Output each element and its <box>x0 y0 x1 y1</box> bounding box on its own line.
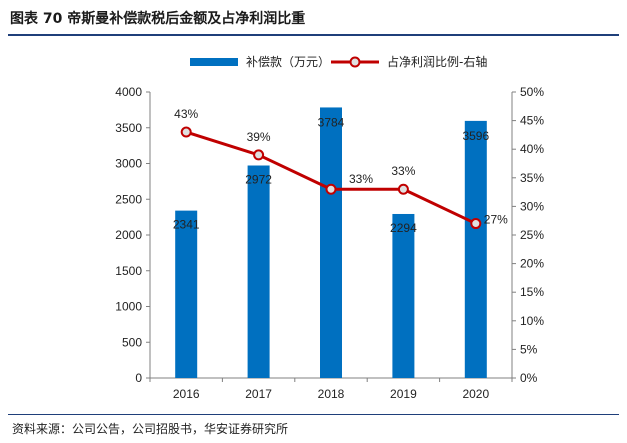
right-tick-label: 0% <box>520 371 538 385</box>
x-tick-label: 2019 <box>390 387 417 401</box>
title-divider <box>8 34 619 36</box>
ratio-point <box>470 218 482 230</box>
legend-bar-label: 补偿款（万元） <box>246 54 330 69</box>
right-tick-label: 35% <box>520 171 544 185</box>
ratio-data-label: 27% <box>484 213 508 227</box>
left-tick-label: 2500 <box>115 192 142 206</box>
footer-divider <box>8 414 619 415</box>
left-tick-label: 500 <box>122 335 142 349</box>
bar <box>464 120 487 379</box>
left-tick-label: 1000 <box>115 300 142 314</box>
ratio-data-label: 39% <box>247 130 271 144</box>
ratio-data-label: 43% <box>174 107 198 121</box>
bar-data-label: 3596 <box>462 129 489 143</box>
legend-line-marker <box>349 56 361 68</box>
ratio-data-label: 33% <box>349 172 373 186</box>
left-tick-label: 2000 <box>115 228 142 242</box>
bar <box>175 210 198 378</box>
left-tick-label: 3000 <box>115 157 142 171</box>
left-tick-label: 4000 <box>115 85 142 99</box>
x-tick-label: 2018 <box>318 387 345 401</box>
ratio-point <box>325 183 337 195</box>
ratio-data-label: 33% <box>391 164 415 178</box>
right-tick-label: 5% <box>520 342 538 356</box>
ratio-point <box>180 126 192 138</box>
legend-bar-swatch <box>190 58 238 66</box>
left-tick-label: 0 <box>135 371 142 385</box>
right-tick-label: 50% <box>520 85 544 99</box>
x-tick-label: 2017 <box>245 387 272 401</box>
x-tick-label: 2016 <box>173 387 200 401</box>
bar <box>392 213 415 378</box>
x-tick-label: 2020 <box>462 387 489 401</box>
left-tick-label: 1500 <box>115 264 142 278</box>
chart-title: 图表 70 帝斯曼补偿款税后金额及占净利润比重 <box>10 11 306 27</box>
right-tick-label: 45% <box>520 114 544 128</box>
right-tick-label: 25% <box>520 228 544 242</box>
left-tick-label: 3500 <box>115 121 142 135</box>
right-tick-label: 30% <box>520 199 544 213</box>
bar-data-label: 2294 <box>390 221 417 235</box>
right-tick-label: 20% <box>520 257 544 271</box>
ratio-point <box>253 149 265 161</box>
right-tick-label: 15% <box>520 285 544 299</box>
right-tick-label: 10% <box>520 314 544 328</box>
bar-data-label: 2341 <box>173 218 200 232</box>
ratio-point <box>397 183 409 195</box>
bar <box>320 107 342 378</box>
bar-data-label: 3784 <box>318 115 345 129</box>
source-note: 资料来源：公司公告，公司招股书，华安证券研究所 <box>12 422 289 436</box>
bar-data-label: 2972 <box>245 173 272 187</box>
legend-line-label: 占净利润比例-右轴 <box>387 54 487 69</box>
bar <box>247 165 270 378</box>
right-tick-label: 40% <box>520 142 544 156</box>
